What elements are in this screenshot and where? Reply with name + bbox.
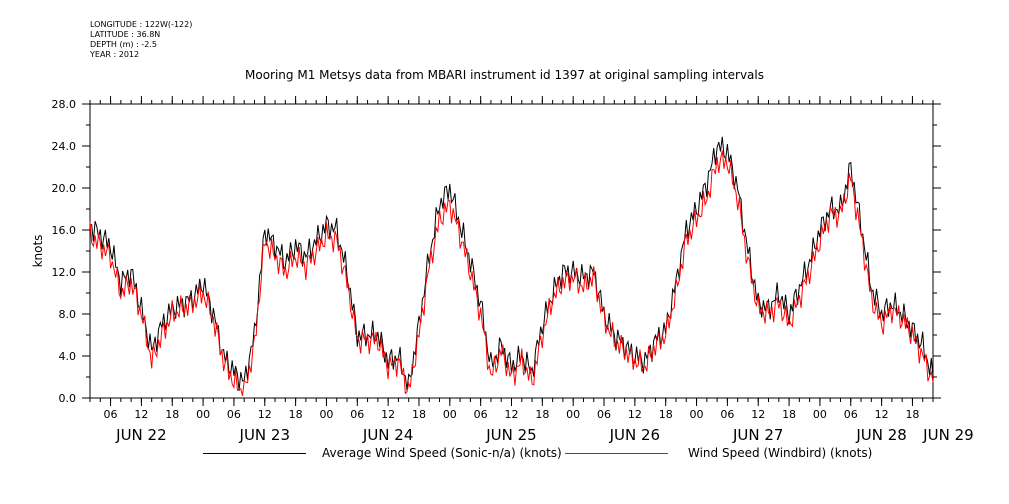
x-tick-label: 18 bbox=[659, 408, 673, 421]
x-day-label: JUN 29 bbox=[922, 426, 973, 444]
legend-line-windbird bbox=[565, 453, 668, 454]
x-tick-label: 00 bbox=[566, 408, 580, 421]
y-tick-label: 16.0 bbox=[52, 224, 77, 237]
x-tick-label: 18 bbox=[165, 408, 179, 421]
x-day-label: JUN 22 bbox=[115, 426, 166, 444]
x-tick-label: 06 bbox=[720, 408, 734, 421]
legend-line-sonic bbox=[203, 453, 306, 454]
x-tick-label: 00 bbox=[196, 408, 210, 421]
metadata-block: LONGITUDE : 122W(-122) LATITUDE : 36.8N … bbox=[90, 20, 192, 60]
chart-title: Mooring M1 Metsys data from MBARI instru… bbox=[245, 68, 764, 82]
x-day-label: JUN 25 bbox=[485, 426, 536, 444]
latitude-text: LATITUDE : 36.8N bbox=[90, 30, 161, 39]
x-tick-label: 06 bbox=[350, 408, 364, 421]
x-tick-label: 06 bbox=[227, 408, 241, 421]
legend: Average Wind Speed (Sonic-n/a) (knots) W… bbox=[0, 444, 1009, 464]
x-tick-label: 00 bbox=[319, 408, 333, 421]
x-tick-label: 06 bbox=[844, 408, 858, 421]
x-tick-label: 00 bbox=[813, 408, 827, 421]
depth-text: DEPTH (m) : -2.5 bbox=[90, 40, 157, 49]
y-tick-label: 12.0 bbox=[52, 266, 77, 279]
y-tick-label: 20.0 bbox=[52, 182, 77, 195]
y-tick-label: 0.0 bbox=[59, 392, 77, 405]
x-tick-label: 12 bbox=[258, 408, 272, 421]
x-tick-label: 00 bbox=[443, 408, 457, 421]
x-tick-label: 18 bbox=[905, 408, 919, 421]
plot-frame bbox=[89, 103, 934, 399]
y-tick-label: 4.0 bbox=[59, 350, 77, 363]
series-line-sonic bbox=[90, 136, 934, 391]
x-day-label: JUN 23 bbox=[239, 426, 290, 444]
x-tick-label: 00 bbox=[690, 408, 704, 421]
x-day-label: JUN 28 bbox=[855, 426, 906, 444]
x-tick-label: 12 bbox=[751, 408, 765, 421]
x-day-label: JUN 24 bbox=[362, 426, 413, 444]
y-tick-label: 8.0 bbox=[59, 308, 77, 321]
x-tick-label: 12 bbox=[134, 408, 148, 421]
x-tick-label: 12 bbox=[875, 408, 889, 421]
x-day-label: JUN 27 bbox=[732, 426, 783, 444]
x-tick-label: 06 bbox=[597, 408, 611, 421]
x-tick-label: 18 bbox=[412, 408, 426, 421]
x-tick-label: 12 bbox=[505, 408, 519, 421]
x-tick-label: 06 bbox=[474, 408, 488, 421]
series-line-windbird bbox=[89, 150, 934, 397]
x-tick-label: 12 bbox=[628, 408, 642, 421]
longitude-text: LONGITUDE : 122W(-122) bbox=[90, 20, 193, 29]
y-tick-label: 28.0 bbox=[52, 98, 77, 111]
year-text: YEAR : 2012 bbox=[90, 50, 140, 59]
x-day-label: JUN 26 bbox=[609, 426, 660, 444]
x-tick-label: 12 bbox=[381, 408, 395, 421]
legend-label-windbird: Wind Speed (Windbird) (knots) bbox=[688, 446, 873, 460]
x-tick-label: 18 bbox=[782, 408, 796, 421]
x-tick-label: 06 bbox=[104, 408, 118, 421]
x-tick-label: 18 bbox=[535, 408, 549, 421]
legend-label-sonic: Average Wind Speed (Sonic-n/a) (knots) bbox=[322, 446, 562, 460]
y-tick-label: 24.0 bbox=[52, 140, 77, 153]
y-axis-label: knots bbox=[31, 235, 45, 268]
x-tick-label: 18 bbox=[289, 408, 303, 421]
